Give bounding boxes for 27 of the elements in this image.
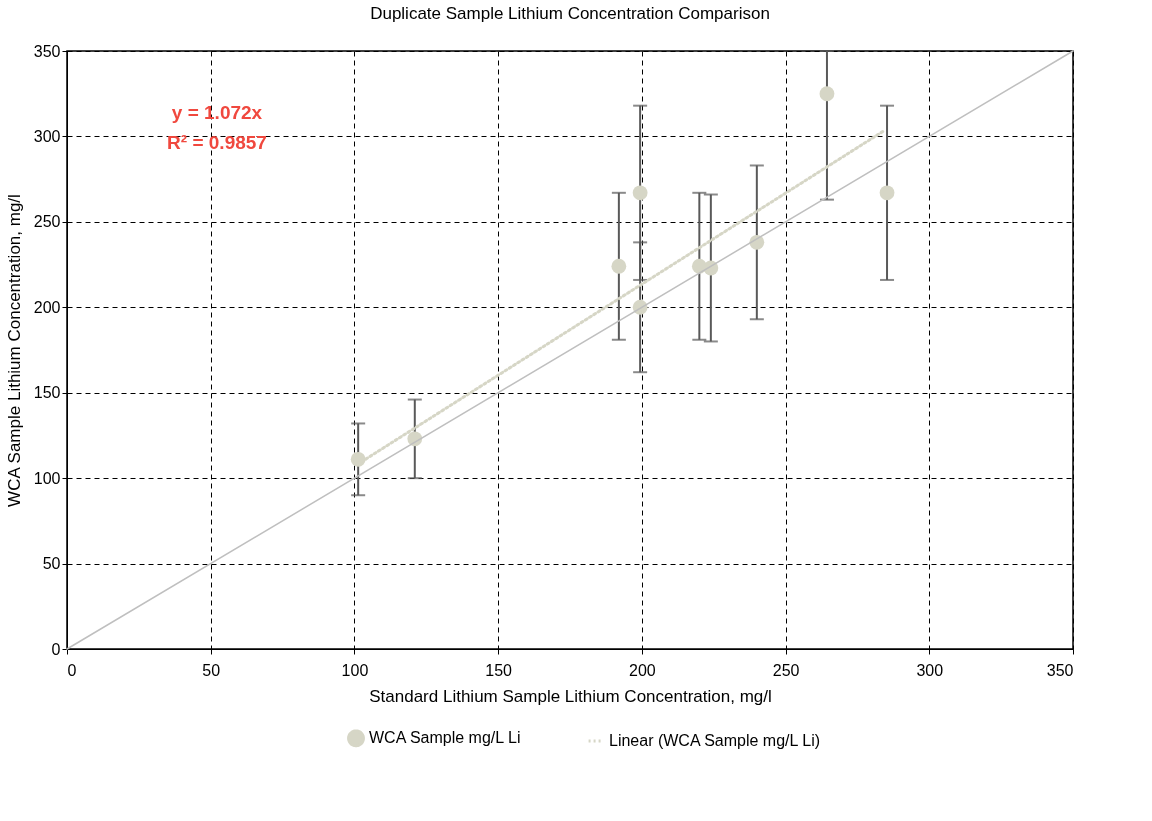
x-tick-label: 50 xyxy=(202,661,221,679)
point xyxy=(819,86,835,102)
chart-title: Duplicate Sample Lithium Concentration Comparison xyxy=(370,4,770,23)
x-axis-title: Standard Lithium Sample Lithium Concentration, mg/l xyxy=(369,686,772,706)
legend-label: WCA Sample mg/L Li xyxy=(369,729,521,747)
y-tick-label: 100 xyxy=(33,469,61,487)
y-tick-label: 50 xyxy=(42,555,61,573)
x-tick-label: 200 xyxy=(629,661,656,679)
annotation: y = 1.072x xyxy=(171,102,263,123)
x-tick-label: 300 xyxy=(916,661,944,679)
y-tick-label: 250 xyxy=(33,213,61,231)
y-tick-label: 300 xyxy=(33,127,61,145)
y-tick-label: 200 xyxy=(33,298,61,316)
y-axis-title: WCA Sample Lithium Concentration, mg/l xyxy=(4,194,24,507)
legend-label: Linear (WCA Sample mg/L Li) xyxy=(609,732,821,749)
x-tick-label: 100 xyxy=(341,661,369,679)
y-tick-label: 0 xyxy=(51,640,61,658)
x-tick-label: 350 xyxy=(1046,661,1074,679)
annotation: R² = 0.9857 xyxy=(167,132,267,153)
y-tick-label: 150 xyxy=(33,384,61,402)
x-tick-label: 0 xyxy=(67,661,77,679)
x-tick-label: 250 xyxy=(772,661,800,679)
y-tick-label: 350 xyxy=(33,42,61,60)
x-tick-label: 150 xyxy=(485,661,513,679)
point xyxy=(879,185,895,201)
point xyxy=(611,258,627,274)
point xyxy=(632,185,648,201)
